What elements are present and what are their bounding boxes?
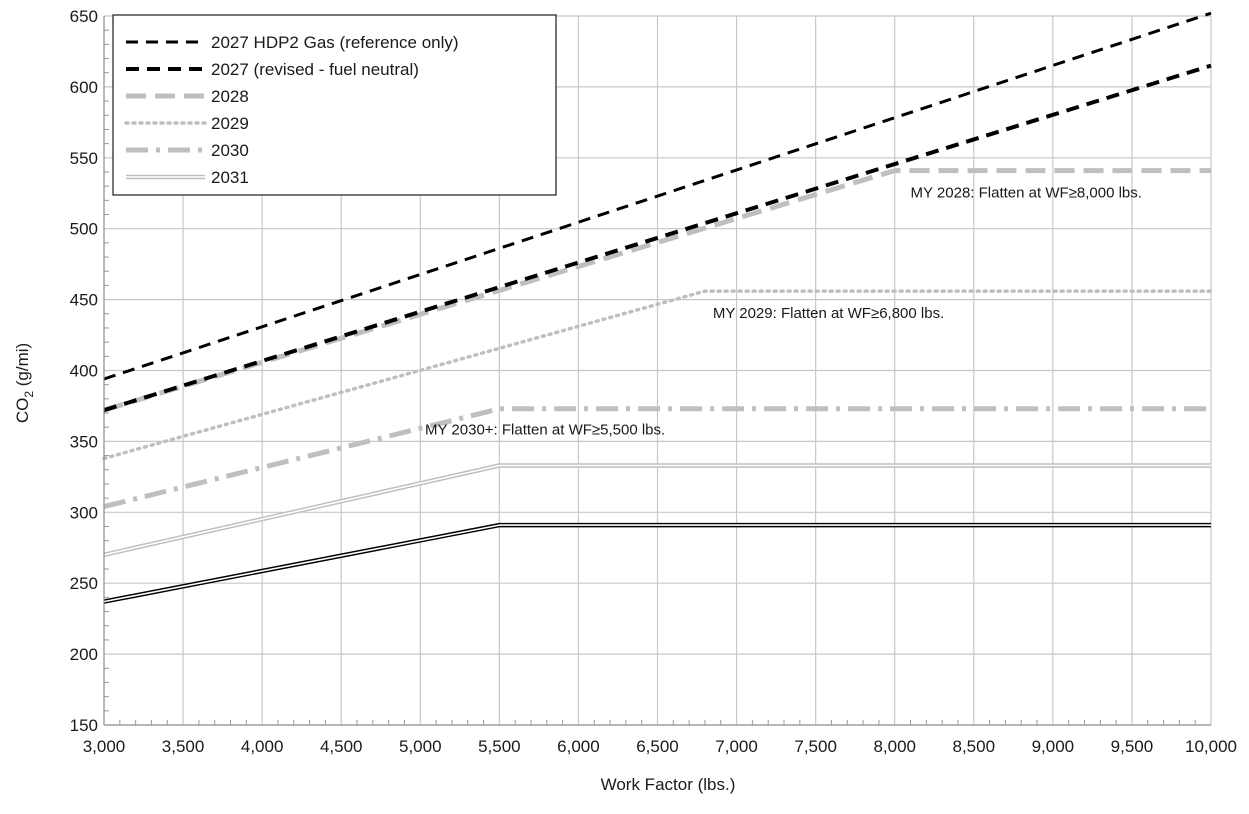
x-tick-label: 3,000 — [83, 737, 126, 756]
series-line — [103, 168, 1211, 413]
x-tick-label: 6,000 — [557, 737, 600, 756]
legend-label: 2030 — [211, 141, 249, 160]
y-tick-label: 500 — [70, 220, 98, 239]
y-tick-label: 450 — [70, 291, 98, 310]
y-tick-label: 150 — [70, 716, 98, 735]
y-axis-title-tail: (g/mi) — [13, 343, 32, 391]
y-axis-title-main: CO — [13, 398, 32, 424]
x-tick-label: 4,500 — [320, 737, 363, 756]
y-tick-label: 550 — [70, 149, 98, 168]
x-tick-label: 8,000 — [873, 737, 916, 756]
tick-labels: 3,000 3,500 4,000 4,500 5,000 5,500 6,000 6,500… — [70, 7, 1237, 756]
y-axis-title: CO2 (g/mi) — [13, 343, 36, 423]
annotation-label: MY 2030+: Flatten at WF≥5,500 lbs. — [425, 421, 665, 438]
y-tick-label: 650 — [70, 7, 98, 26]
x-tick-label: 9,500 — [1111, 737, 1154, 756]
x-tick-label: 3,500 — [162, 737, 205, 756]
annotations: MY 2028: Flatten at WF≥8,000 lbs. MY 2029… — [425, 185, 1142, 439]
legend-label: 2029 — [211, 114, 249, 133]
legend-box — [112, 14, 557, 196]
legend-label: 2031 — [211, 168, 249, 187]
y-tick-label: 250 — [70, 574, 98, 593]
x-tick-label: 9,000 — [1032, 737, 1075, 756]
series-line — [103, 406, 1211, 510]
x-tick-label: 10,000 — [1185, 737, 1237, 756]
legend-label: 2027 (revised - fuel neutral) — [211, 60, 419, 79]
x-tick-label: 5,000 — [399, 737, 442, 756]
y-tick-label: 400 — [70, 362, 98, 381]
annotation-label: MY 2029: Flatten at WF≥6,800 lbs. — [713, 305, 944, 322]
y-tick-label: 600 — [70, 78, 98, 97]
series-line — [103, 11, 1212, 381]
x-tick-label: 7,000 — [715, 737, 758, 756]
y-tick-label: 200 — [70, 645, 98, 664]
x-tick-label: 5,500 — [478, 737, 521, 756]
series-line — [103, 464, 1211, 556]
series-line — [103, 63, 1212, 413]
y-tick-label: 300 — [70, 503, 98, 522]
minor-ticks — [104, 29, 1196, 725]
x-tick-label: 7,500 — [794, 737, 837, 756]
legend-label: 2027 HDP2 Gas (reference only) — [211, 33, 459, 52]
annotation-label: MY 2028: Flatten at WF≥8,000 lbs. — [911, 185, 1142, 202]
x-tick-label: 4,000 — [241, 737, 284, 756]
axes — [103, 16, 1211, 726]
y-tick-label: 350 — [70, 432, 98, 451]
x-tick-label: 8,500 — [953, 737, 996, 756]
x-tick-label: 6,500 — [636, 737, 679, 756]
series-lines — [102, 11, 1213, 604]
y-axis-title-sub: 2 — [22, 391, 36, 398]
legend: 2027 HDP2 Gas (reference only) 2027 (revi… — [112, 14, 557, 196]
series-line — [102, 289, 1213, 461]
legend-label: 2028 — [211, 87, 249, 106]
series-line — [103, 524, 1211, 603]
x-axis-title: Work Factor (lbs.) — [601, 775, 736, 794]
